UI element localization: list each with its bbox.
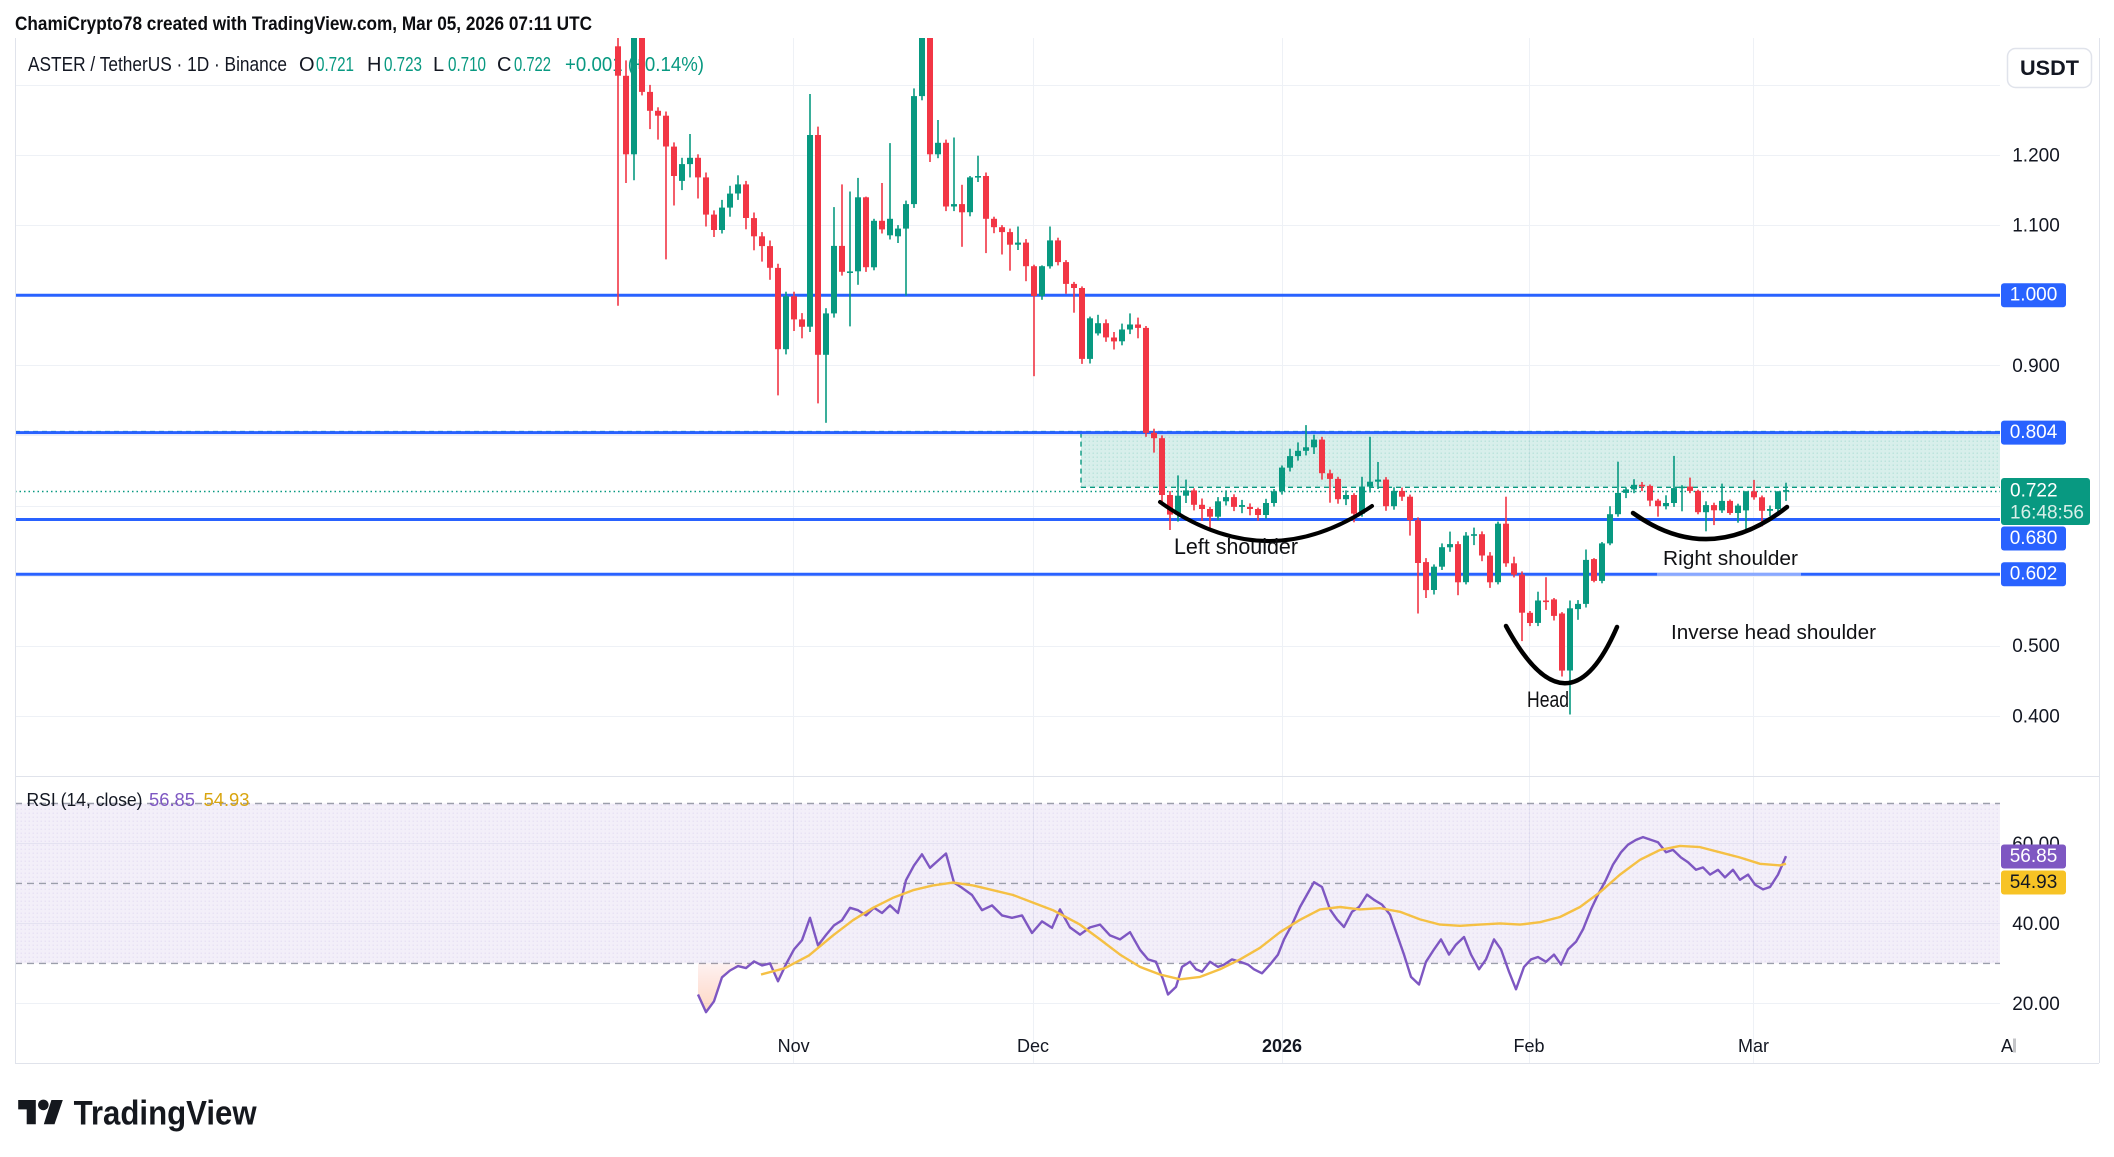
svg-text:C: C (497, 54, 511, 76)
svg-text:Inverse head shoulder: Inverse head shoulder (1671, 622, 1876, 644)
svg-text:20.00: 20.00 (2012, 994, 2060, 1015)
svg-text:A: A (2001, 1036, 2013, 1056)
svg-text:Right shoulder: Right shoulder (1663, 548, 1798, 570)
svg-text:ASTER / TetherUS · 1D · Binanc: ASTER / TetherUS · 1D · Binance (28, 54, 287, 76)
svg-text:0.722: 0.722 (514, 54, 551, 76)
svg-text:ChamiCrypto78 created with Tra: ChamiCrypto78 created with TradingView.c… (15, 14, 592, 35)
svg-text:0.723: 0.723 (384, 54, 422, 76)
svg-text:0.722: 0.722 (2010, 481, 2058, 502)
svg-text:Mar: Mar (1738, 1036, 1769, 1056)
svg-text:54.93: 54.93 (2010, 872, 2058, 893)
svg-text:1.100: 1.100 (2012, 216, 2060, 237)
svg-text:0.710: 0.710 (448, 54, 486, 76)
svg-text:O: O (299, 54, 315, 76)
svg-text:L: L (433, 54, 444, 76)
svg-text:0.804: 0.804 (2010, 422, 2058, 443)
svg-text:56.85: 56.85 (2010, 846, 2058, 867)
svg-text:1.200: 1.200 (2012, 146, 2060, 167)
svg-text:Dec: Dec (1017, 1036, 1049, 1056)
svg-text:0.400: 0.400 (2012, 706, 2060, 727)
svg-text:0.602: 0.602 (2010, 564, 2058, 585)
svg-text:40.00: 40.00 (2012, 914, 2060, 935)
svg-text:2026: 2026 (1262, 1036, 1302, 1056)
svg-text:0.680: 0.680 (2010, 528, 2058, 549)
svg-text:1.000: 1.000 (2010, 285, 2058, 306)
svg-text:54.93: 54.93 (204, 790, 250, 810)
svg-text:H: H (367, 54, 381, 76)
svg-text:TradingView: TradingView (74, 1094, 258, 1132)
svg-text:0.500: 0.500 (2012, 636, 2060, 657)
svg-text:Nov: Nov (778, 1036, 810, 1056)
svg-text:56.85: 56.85 (149, 790, 195, 810)
svg-text:16:48:56: 16:48:56 (2010, 503, 2084, 524)
svg-text:RSI (14, close): RSI (14, close) (27, 790, 143, 810)
svg-text:Feb: Feb (1513, 1036, 1544, 1056)
svg-text:Left shoulder: Left shoulder (1174, 534, 1298, 559)
svg-text:Head: Head (1527, 687, 1569, 712)
svg-text:USDT: USDT (2020, 57, 2079, 80)
svg-text:0.900: 0.900 (2012, 356, 2060, 377)
svg-text:0.721: 0.721 (316, 54, 354, 76)
